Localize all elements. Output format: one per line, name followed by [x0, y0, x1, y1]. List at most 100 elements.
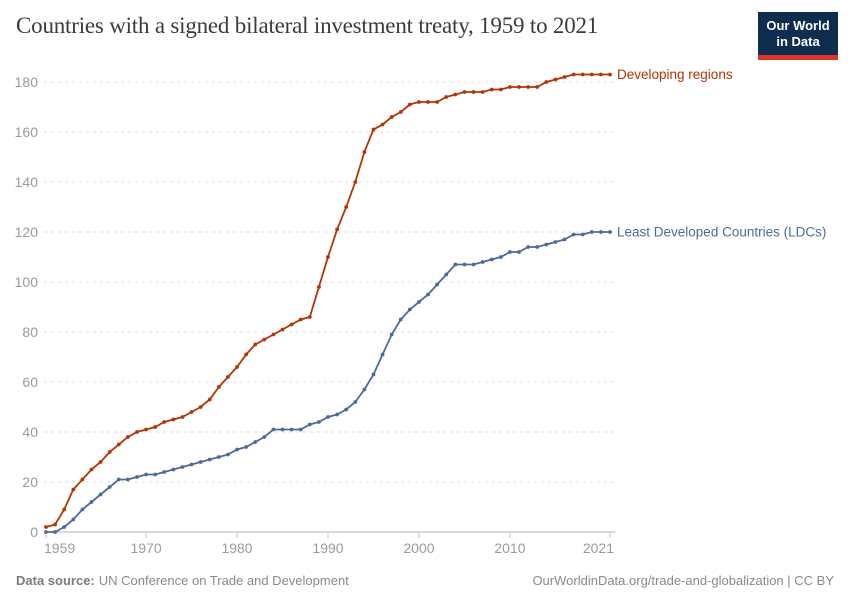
data-point [580, 72, 585, 77]
data-point [107, 485, 112, 489]
series-end-label: Developing regions [617, 67, 733, 82]
data-point [98, 460, 103, 464]
data-point [235, 365, 239, 369]
y-axis-label: 140 [15, 174, 39, 190]
data-point [62, 525, 67, 529]
data-point [453, 262, 458, 267]
x-axis-label: 1959 [44, 540, 75, 556]
data-point [289, 322, 294, 327]
x-axis-label: 2010 [494, 540, 525, 556]
data-point [89, 500, 94, 504]
series-line [45, 73, 610, 528]
data-point [244, 445, 249, 449]
data-point [107, 450, 112, 454]
data-point [589, 72, 594, 77]
data-point [244, 352, 249, 357]
data-point [480, 90, 485, 94]
x-axis-label: 2021 [583, 540, 614, 556]
data-point [435, 282, 440, 287]
data-point [398, 317, 403, 322]
y-axis-label: 180 [15, 74, 39, 90]
chart-title: Countries with a signed bilateral invest… [16, 13, 599, 38]
series-end-label: Least Developed Countries (LDCs) [617, 225, 826, 240]
data-point [271, 427, 276, 432]
data-point [344, 205, 349, 209]
data-point [253, 342, 258, 347]
owid-logo-line-1: Our World [766, 18, 830, 33]
data-source: Data source: UN Conference on Trade and D… [16, 573, 349, 588]
data-point [589, 230, 594, 234]
x-axis-label: 1980 [221, 540, 252, 556]
data-point [344, 407, 349, 412]
data-point [444, 272, 449, 277]
data-point [599, 230, 603, 234]
data-point [535, 245, 540, 249]
data-point [462, 262, 467, 267]
data-point [489, 87, 494, 92]
data-point [135, 475, 139, 479]
data-point [71, 487, 76, 492]
data-point [444, 95, 449, 99]
data-point [162, 420, 167, 424]
data-point [144, 427, 148, 432]
data-point [553, 240, 558, 244]
data-point [216, 455, 221, 459]
data-point [253, 440, 258, 444]
data-point [153, 472, 158, 477]
data-point [498, 87, 503, 92]
data-point [162, 470, 167, 474]
data-point [226, 375, 230, 379]
series-least-developed-countries-ldcs[interactable]: Least Developed Countries (LDCs) [44, 225, 826, 534]
data-point [317, 420, 321, 424]
data-point [608, 72, 612, 77]
data-point [89, 467, 94, 472]
data-source-text: UN Conference on Trade and Development [98, 572, 349, 588]
data-point [326, 415, 330, 419]
data-point [298, 317, 303, 322]
data-point [125, 477, 130, 482]
data-point [498, 255, 503, 259]
data-point [371, 127, 376, 132]
data-point [362, 387, 367, 392]
y-axis-label: 80 [22, 324, 38, 340]
footer-credit-link[interactable]: OurWorldinData.org/trade-and-globalizati… [532, 572, 834, 588]
data-point [198, 460, 203, 464]
data-point [180, 415, 185, 419]
data-point [289, 427, 294, 432]
series-developing-regions[interactable]: Developing regions [44, 67, 733, 529]
data-point [171, 417, 176, 422]
data-point [353, 400, 358, 404]
data-point [353, 180, 358, 184]
y-axis-label: 100 [15, 274, 39, 290]
data-point [298, 427, 303, 432]
data-point [489, 257, 494, 262]
data-point [389, 332, 394, 337]
data-point [44, 525, 48, 529]
data-point [580, 232, 585, 237]
owid-logo-line-2: in Data [776, 34, 820, 50]
data-point [407, 307, 412, 312]
y-axis-label: 20 [22, 474, 38, 490]
data-point [535, 85, 540, 89]
y-axis-label: 0 [30, 524, 38, 540]
data-point [544, 242, 549, 247]
data-point [271, 332, 276, 337]
data-point [417, 300, 421, 304]
owid-logo[interactable]: Our World in Data [758, 12, 838, 60]
data-point [571, 232, 576, 237]
data-point [207, 457, 212, 462]
data-point [471, 262, 476, 267]
data-point [144, 472, 148, 477]
data-point [317, 285, 321, 289]
data-point [389, 115, 394, 119]
data-point [335, 227, 339, 232]
data-point [571, 72, 576, 77]
data-point [207, 397, 212, 402]
x-axis-label: 2000 [403, 540, 434, 556]
y-axis-label: 60 [22, 374, 38, 390]
data-point [53, 530, 57, 534]
data-point [198, 405, 203, 409]
line-chart: 0 20 40 60 80 100 120 140 160 180 1959 1970 1980 1990… [15, 67, 827, 556]
data-point [262, 435, 267, 439]
